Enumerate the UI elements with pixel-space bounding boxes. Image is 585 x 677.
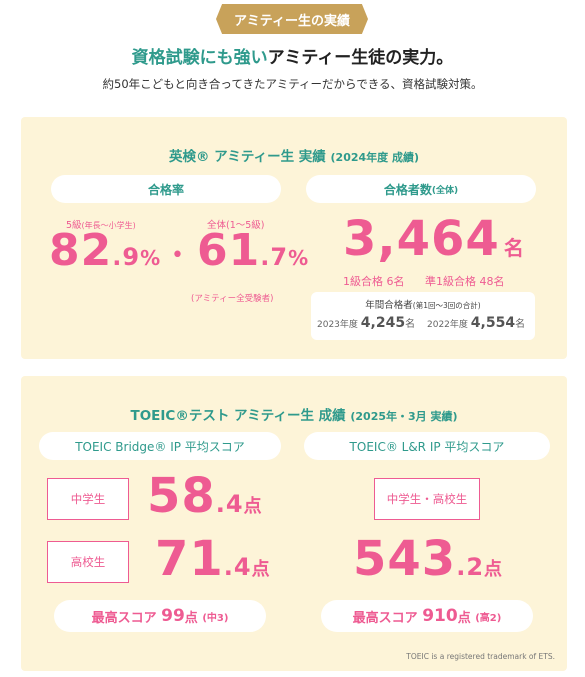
toeic-title-text: TOEIC®テスト アミティー生 成績	[130, 408, 346, 424]
toeic-panel: TOEIC®テスト アミティー生 成績 (2025年・3月 実績) TOEIC …	[21, 376, 567, 671]
annual-label: 年間合格者(第1回〜3回の合計)	[365, 300, 481, 311]
kids-pass-rate: 82.9%	[49, 225, 162, 276]
toeic-title: TOEIC®テスト アミティー生 成績 (2025年・3月 実績)	[21, 404, 567, 424]
annual-passers-box: 年間合格者(第1回〜3回の合計) 2023年度 4,245名 2022年度 4,…	[311, 292, 535, 340]
lr-average-score: 543.2点	[353, 531, 504, 587]
separator-dot: •	[171, 243, 184, 268]
passers-label: 合格者数	[383, 182, 432, 197]
eiken-title: 英検® アミティー生 実績 (2024年度 成績)	[21, 145, 567, 165]
pre1-passers: 準1級合格 48名	[425, 275, 505, 288]
eiken-title-text: 英検® アミティー生 実績	[168, 149, 326, 165]
junior-senior-box: 中学生・高校生	[374, 478, 480, 520]
bridge-senior-score: 71.4点	[155, 531, 271, 587]
all-label: 全体(1〜5級)	[207, 220, 265, 231]
all-pass-rate: 61.7%	[197, 225, 310, 276]
headline-accent: 資格試験にも強い	[131, 48, 268, 68]
passers-label-note: (全体)	[431, 185, 459, 196]
achievements-ribbon: アミティー生の実績	[216, 4, 368, 34]
annual-2023: 2023年度 4,245名	[317, 315, 416, 331]
senior-high-box: 高校生	[47, 541, 129, 583]
bridge-pill: TOEIC Bridge® IP 平均スコア	[39, 432, 281, 460]
headline: 資格試験にも強いアミティー生徒の実力。	[0, 43, 585, 68]
toeic-title-note: (2025年・3月 実績)	[350, 410, 458, 423]
lr-pill: TOEIC® L&R IP 平均スコア	[304, 432, 550, 460]
passers-count: 3,464 名	[343, 211, 525, 267]
junior-high-box: 中学生	[47, 478, 129, 520]
eiken-panel: 英検® アミティー生 実績 (2024年度 成績) 合格率 合格者数 (全体) 5…	[21, 117, 567, 359]
trademark-note: TOEIC is a registered trademark of ETS.	[406, 652, 555, 661]
all-examinees-note: (アミティー全受験者)	[191, 294, 274, 304]
grade1-passers: 1級合格 6名	[343, 275, 405, 288]
passers-pill: 合格者数 (全体)	[306, 175, 536, 203]
pass-rate-pill: 合格率	[51, 175, 281, 203]
lr-best-score: 最高スコア 910 点 (高2)	[321, 600, 533, 632]
bridge-junior-score: 58.4点	[147, 468, 263, 524]
bridge-best-score: 最高スコア 99 点 (中3)	[54, 600, 266, 632]
subheadline: 約50年こどもと向き合ってきたアミティーだからできる、資格試験対策。	[102, 77, 483, 91]
headline-rest: アミティー生徒の実力。	[267, 48, 454, 68]
annual-2022: 2022年度 4,554名	[427, 315, 526, 331]
kids-label: 5級(年長〜小学生)	[66, 220, 136, 231]
eiken-title-note: (2024年度 成績)	[330, 151, 420, 164]
